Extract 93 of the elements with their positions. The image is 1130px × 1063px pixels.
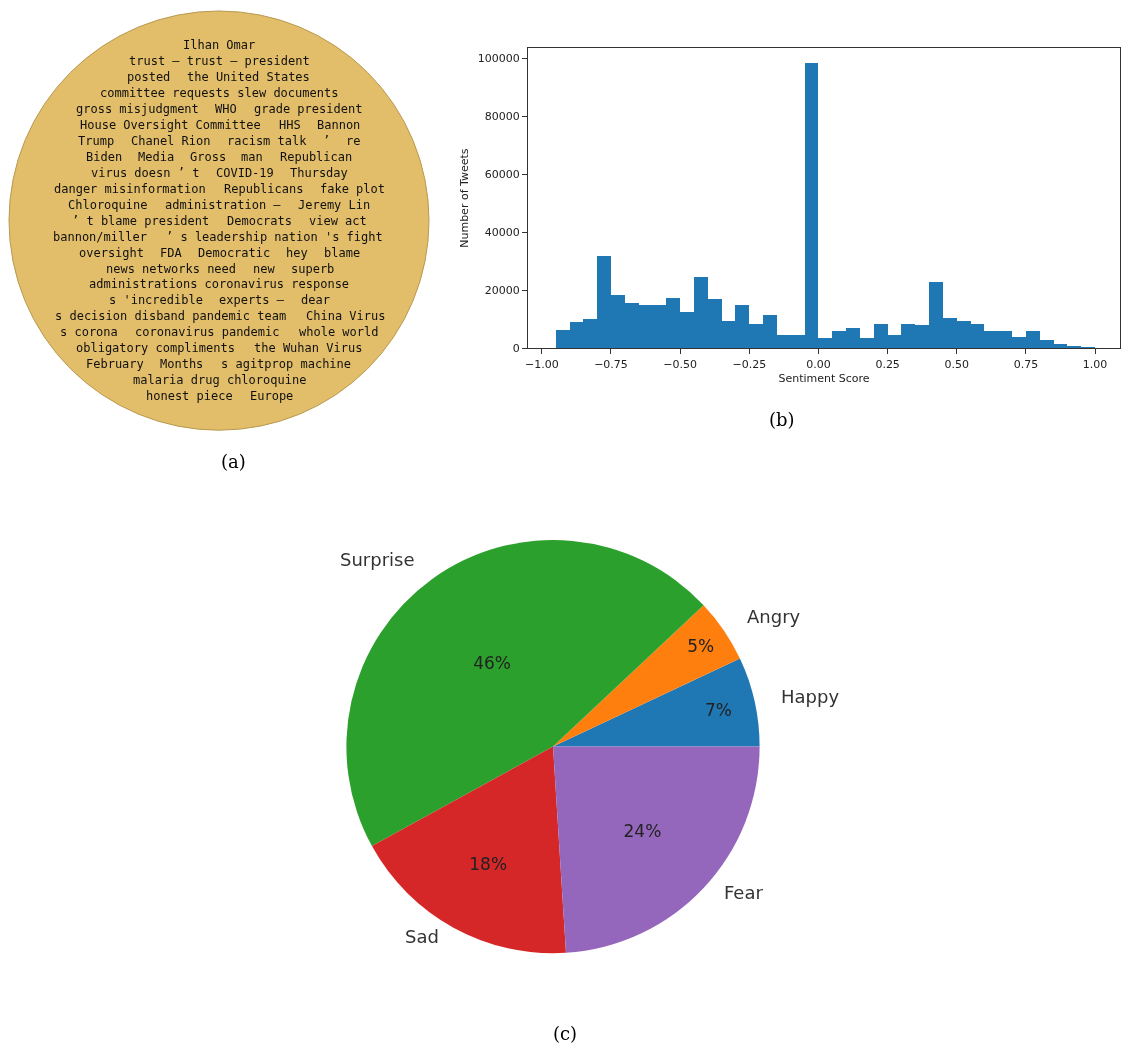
- text: the Wuhan Virus: [254, 341, 363, 355]
- text: experts —: [219, 293, 285, 307]
- y-tick-label: 20000: [484, 284, 520, 298]
- text: posted: [127, 70, 171, 84]
- text: new: [253, 262, 276, 276]
- text: Trump: [78, 134, 115, 148]
- data-label: 46%: [473, 652, 511, 673]
- text: Thursday: [290, 166, 348, 180]
- text: Democrats: [227, 214, 293, 228]
- text: view act: [309, 214, 367, 228]
- data-label: 5%: [687, 636, 715, 657]
- text: Gross: [190, 150, 227, 164]
- pie-slice: [553, 658, 760, 747]
- text: Months: [160, 357, 204, 371]
- text: grade president: [254, 102, 363, 116]
- text: Bannon: [317, 118, 361, 132]
- text: FDA: [160, 246, 183, 260]
- text: (a): [221, 451, 246, 472]
- x-tick-label: 0.25: [875, 357, 900, 371]
- y-tick-label: 60000: [484, 168, 520, 182]
- text: superb: [291, 262, 335, 276]
- text: malaria drug chloroquine: [133, 373, 307, 387]
- text: Chanel Rion: [131, 134, 211, 148]
- text: danger misinformation: [54, 182, 206, 196]
- text: man: [241, 150, 263, 164]
- x-axis-title: Sentiment Score: [778, 371, 870, 385]
- text: Biden: [86, 150, 123, 164]
- text: coronavirus pandemic: [135, 325, 280, 339]
- x-tick-label: 0.00: [806, 357, 831, 371]
- text: blame: [324, 246, 361, 260]
- data-label: 24%: [623, 820, 662, 841]
- slice-label: Sad: [405, 926, 439, 947]
- text: administration —: [165, 198, 282, 212]
- text: news networks need: [106, 262, 237, 276]
- text: s agitprop machine: [221, 357, 352, 371]
- text: Democratic: [198, 246, 271, 260]
- text: gross misjudgment: [76, 102, 199, 116]
- text: Jeremy Lin: [298, 198, 371, 212]
- text: (c): [553, 1023, 578, 1044]
- text: Media: [138, 150, 175, 164]
- slice-label: Fear: [724, 882, 764, 903]
- x-tick-label: 1.00: [1082, 357, 1108, 371]
- text: re: [346, 134, 361, 148]
- text: hey: [286, 246, 308, 260]
- y-tick-label: 100000: [477, 51, 520, 65]
- data-label: 7%: [705, 699, 733, 720]
- text: Europe: [250, 389, 294, 403]
- text: obligatory compliments: [76, 341, 235, 355]
- slice-label: Surprise: [340, 549, 415, 570]
- text: ’: [323, 134, 331, 148]
- text: Republicans: [224, 182, 304, 196]
- text: (b): [769, 409, 795, 430]
- pie-slice: [553, 605, 740, 747]
- text: the United States: [187, 70, 310, 84]
- text: honest piece: [146, 389, 233, 403]
- data-label: 18%: [469, 854, 508, 875]
- text: February: [86, 357, 144, 371]
- text: s 'incredible: [109, 293, 203, 307]
- text: fake plot: [320, 182, 386, 196]
- y-tick-label: 80000: [484, 109, 520, 123]
- x-tick-label: −0.75: [594, 357, 628, 371]
- text: virus doesn ’ t: [91, 166, 200, 180]
- x-tick-label: 0.50: [944, 357, 970, 371]
- text: Republican: [280, 150, 353, 164]
- text: whole world: [299, 325, 379, 339]
- text: s decision disband pandemic team: [55, 309, 287, 323]
- text: HHS: [279, 118, 301, 132]
- text: administrations coronavirus response: [89, 277, 350, 291]
- x-tick-label: −1.00: [524, 357, 559, 371]
- x-tick-label: −0.25: [732, 357, 767, 371]
- pie-slice: [371, 746, 566, 953]
- text: dear: [301, 293, 330, 307]
- text: trust — trust — president: [129, 54, 310, 68]
- y-tick-label: 0: [512, 342, 520, 356]
- text: WHO: [215, 102, 237, 116]
- text: House Oversight Committee: [80, 118, 261, 132]
- x-tick-label: 0.75: [1013, 357, 1039, 371]
- text: racism talk: [227, 134, 308, 148]
- text: oversight: [79, 246, 145, 260]
- slice-label: Angry: [747, 606, 801, 627]
- text: Chloroquine: [68, 198, 148, 212]
- slice-label: Happy: [781, 686, 840, 707]
- text: China Virus: [306, 309, 386, 323]
- text: ’ t blame president: [72, 214, 210, 228]
- text: Ilhan Omar: [183, 38, 256, 52]
- text: s corona: [60, 325, 118, 339]
- y-tick-label: 40000: [484, 226, 520, 240]
- x-tick-label: −0.50: [663, 357, 698, 371]
- text: COVID-19: [216, 166, 274, 180]
- text: ’ s leadership nation 's fight: [166, 230, 383, 244]
- text: committee requests slew documents: [100, 86, 339, 100]
- y-axis-title: Number of Tweets: [458, 148, 472, 248]
- text: bannon/miller: [53, 230, 147, 244]
